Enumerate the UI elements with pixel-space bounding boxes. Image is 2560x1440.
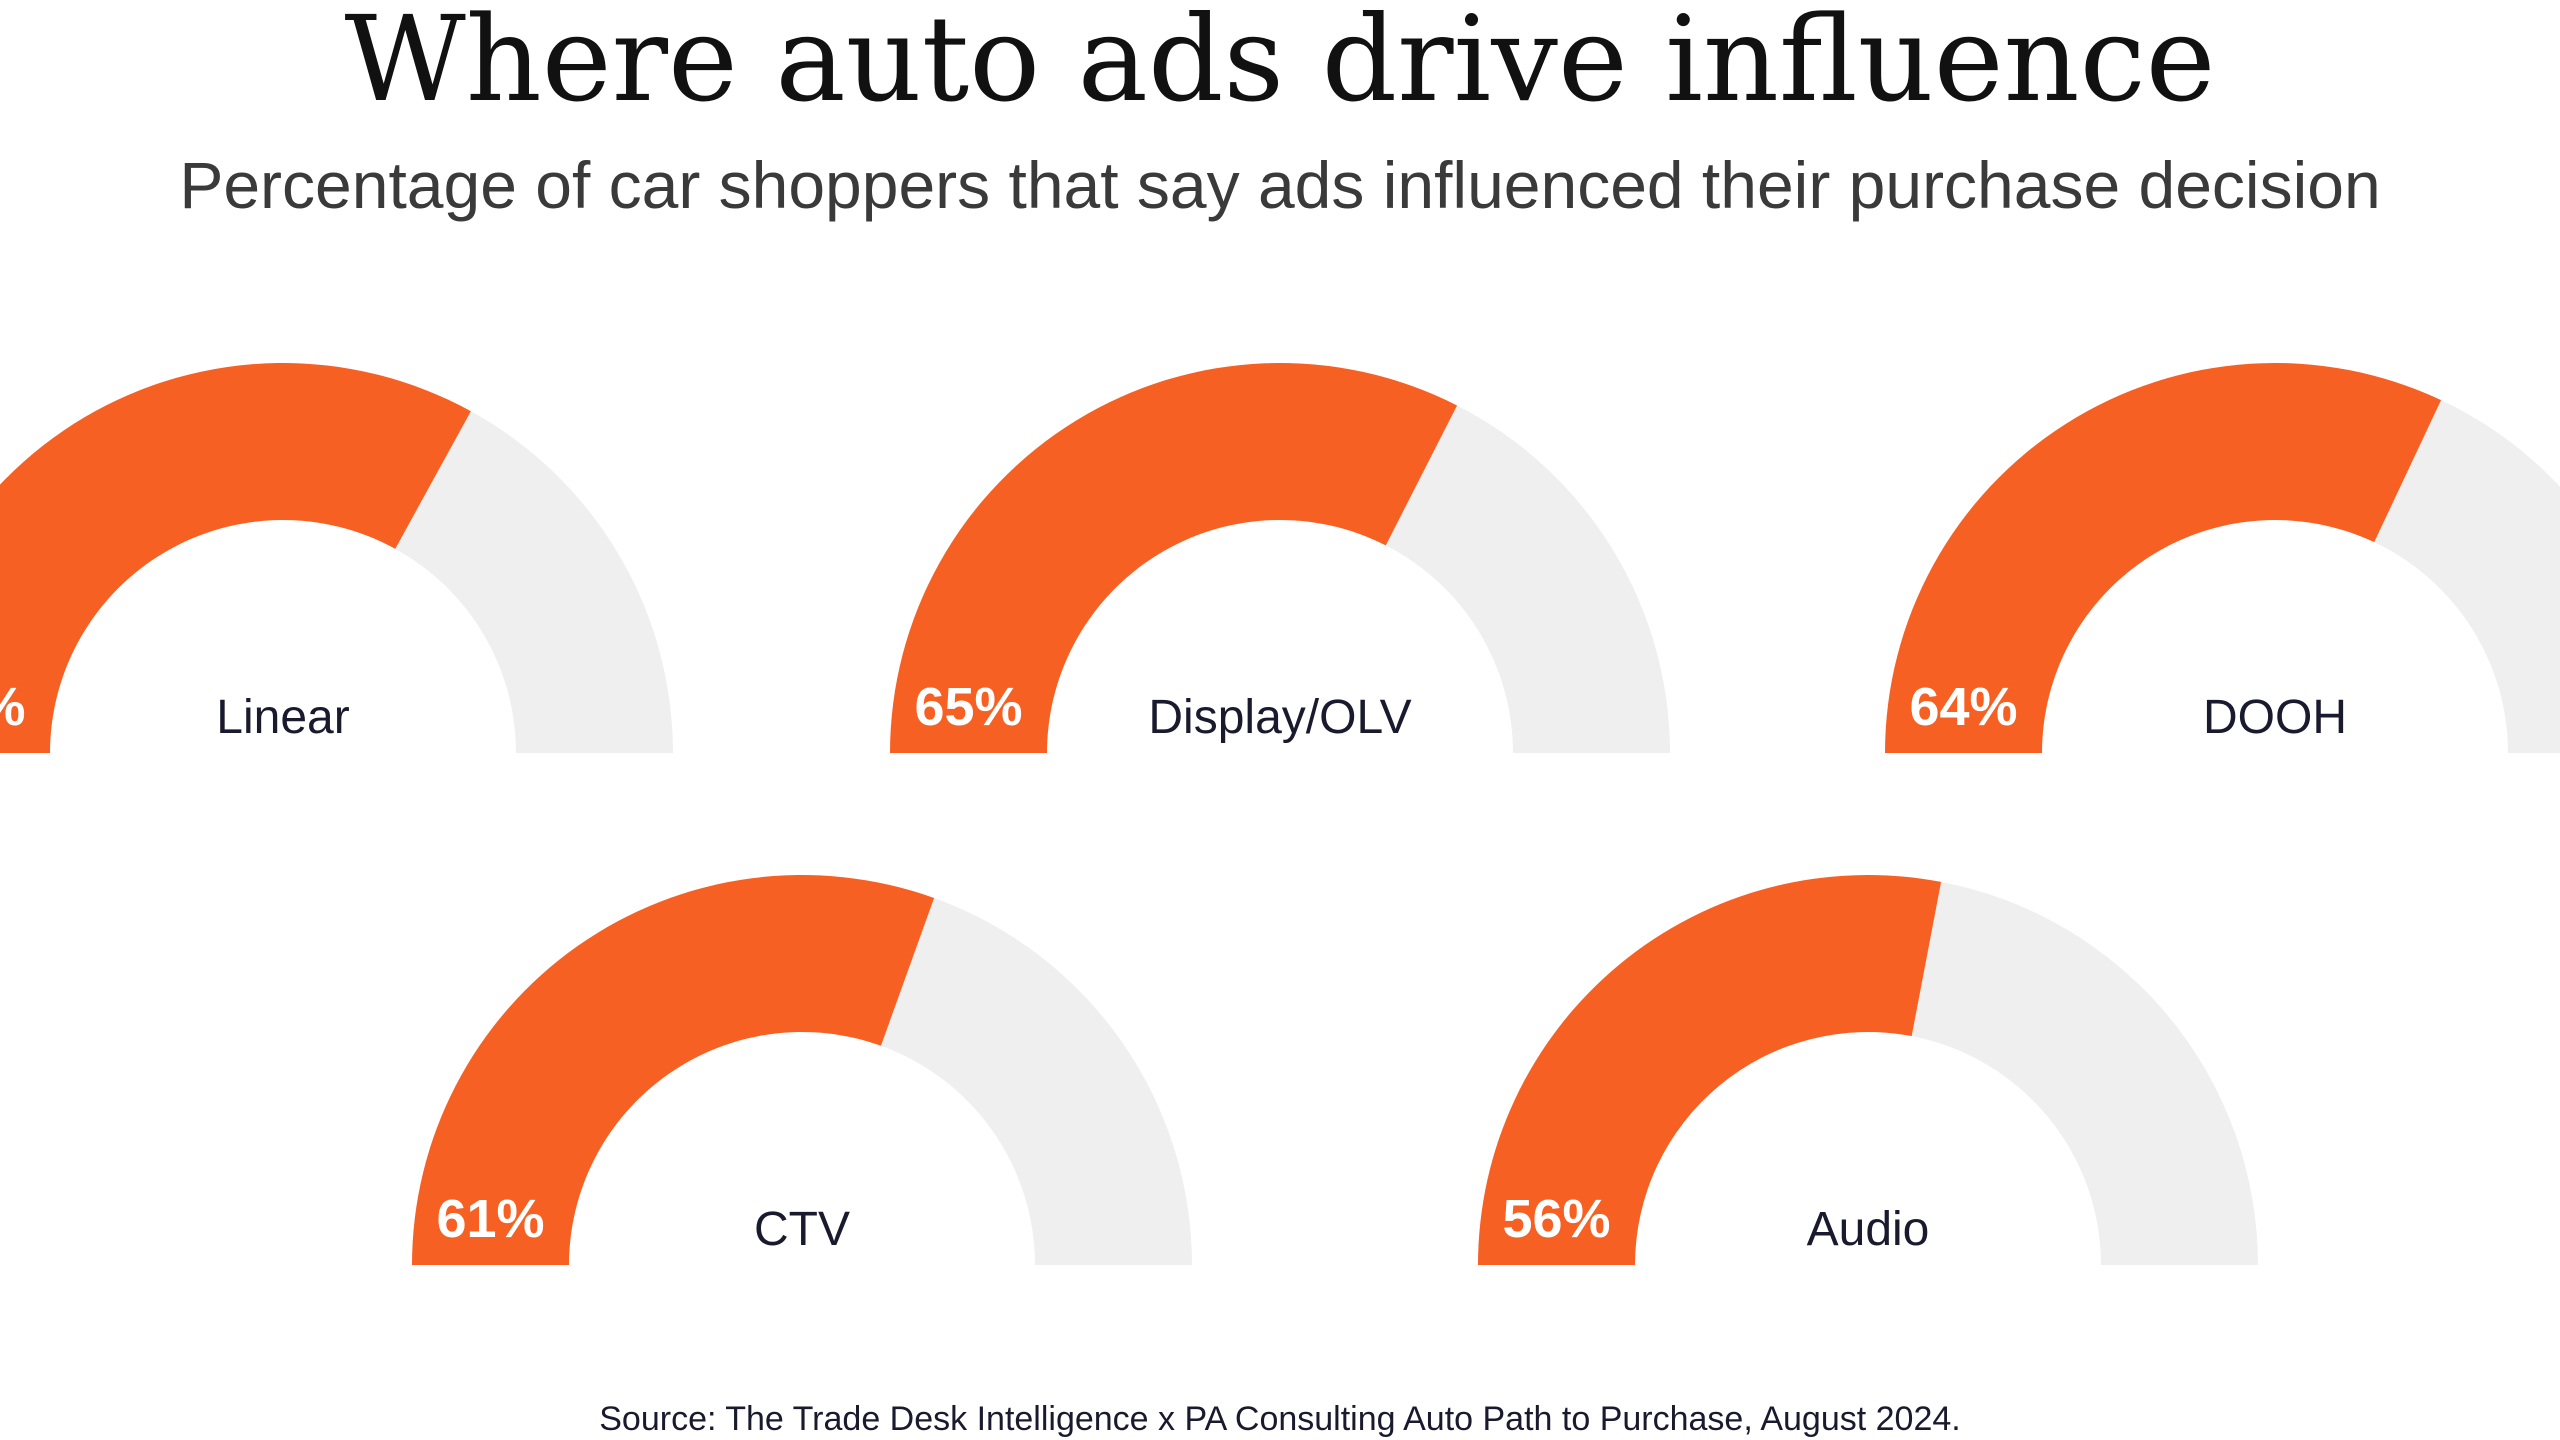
gauge-dooh: 64% DOOH — [1885, 362, 2560, 753]
chart-subtitle: Percentage of car shoppers that say ads … — [179, 148, 2380, 222]
gauge-track-dooh — [2374, 400, 2560, 753]
gauge-audio: 56% Audio — [1478, 875, 2258, 1265]
gauge-ctv: 61% CTV — [412, 874, 1192, 1265]
gauge-value-linear: 66% — [0, 677, 26, 737]
gauge-fill-ctv — [412, 874, 935, 1265]
gauge-track-linear — [395, 411, 673, 753]
gauge-track-ctv — [880, 898, 1192, 1265]
source-note: Source: The Trade Desk Intelligence x PA… — [599, 1400, 1960, 1438]
gauge-value-dooh: 64% — [1909, 677, 2017, 737]
gauge-track-display-olv — [1385, 405, 1670, 753]
gauge-fill-display-olv — [890, 362, 1458, 753]
gauges-group: 66% Linear 65% Display/OLV 64% DOOH 61% CTV 56% A… — [0, 362, 2560, 1265]
gauge-value-ctv: 61% — [436, 1189, 544, 1249]
gauge-label-display-olv: Display/OLV — [1148, 691, 1411, 744]
gauge-track-audio — [1911, 881, 2258, 1265]
gauge-label-ctv: CTV — [754, 1203, 850, 1256]
gauge-display-olv: 65% Display/OLV — [890, 362, 1670, 753]
gauge-fill-dooh — [1885, 362, 2442, 753]
gauge-value-display-olv: 65% — [914, 677, 1022, 737]
gauge-fill-linear — [0, 363, 471, 753]
gauge-linear: 66% Linear — [0, 363, 673, 753]
chart-title: Where auto ads drive influence — [344, 0, 2215, 128]
gauge-value-audio: 56% — [1502, 1189, 1610, 1249]
gauge-label-audio: Audio — [1807, 1203, 1930, 1256]
gauge-label-linear: Linear — [216, 691, 349, 744]
gauge-fill-audio — [1478, 875, 1942, 1265]
gauge-label-dooh: DOOH — [2203, 691, 2347, 744]
